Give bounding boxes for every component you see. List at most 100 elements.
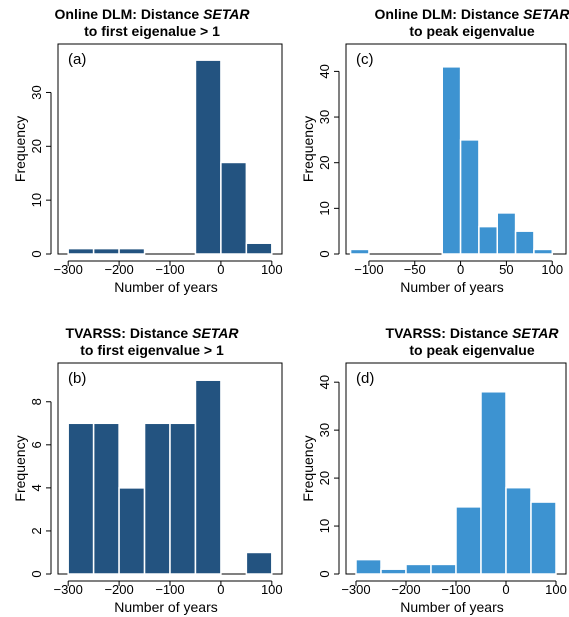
histogram-bar — [194, 59, 222, 255]
x-axis-label: Number of years — [114, 279, 217, 295]
histogram-bar — [245, 551, 273, 575]
x-tick-label: −300 — [341, 582, 370, 597]
x-tick-label: 0 — [457, 262, 464, 277]
chart-title-line2: to peak eigenvalue — [409, 342, 534, 358]
histogram-bar — [380, 568, 407, 575]
panel-letter: (b) — [68, 370, 86, 387]
x-tick-label: 100 — [261, 582, 283, 597]
y-tick-label: 20 — [317, 471, 332, 485]
y-tick-label: 20 — [29, 139, 44, 153]
histogram-bar — [355, 558, 382, 575]
histogram-bar — [349, 248, 370, 255]
y-tick-label: 40 — [317, 64, 332, 78]
y-axis-label: Frequency — [12, 116, 28, 182]
y-tick-label: 10 — [317, 519, 332, 533]
x-tick-label: −100 — [441, 582, 470, 597]
histogram-bar — [405, 563, 432, 575]
chart-title-text: TVARSS: Distance — [66, 325, 193, 341]
histogram-bar — [430, 563, 457, 575]
x-tick-label: 100 — [545, 582, 567, 597]
chart-title-line1: TVARSS: Distance SETAR — [66, 325, 240, 341]
y-tick-label: 0 — [317, 570, 332, 577]
histogram-bar — [480, 391, 507, 575]
plot-frame — [57, 43, 283, 255]
chart-title-text: Online DLM: Distance — [375, 6, 524, 22]
y-axis-label: Frequency — [300, 116, 316, 182]
histogram-bar — [118, 487, 146, 575]
y-tick-label: 0 — [317, 250, 332, 257]
x-tick-label: 100 — [261, 262, 283, 277]
histogram-bar — [92, 247, 120, 255]
x-tick-label: −100 — [155, 582, 184, 597]
chart-title-emphasis: SETAR — [523, 6, 569, 22]
x-tick-label: −100 — [354, 262, 383, 277]
chart-title-text: Online DLM: Distance — [55, 6, 204, 22]
histogram-bar — [169, 422, 197, 575]
histogram-bar — [455, 506, 482, 575]
y-tick-label: 40 — [317, 375, 332, 389]
histogram-bar — [143, 422, 171, 575]
x-tick-label: −200 — [104, 262, 133, 277]
x-tick-label: 0 — [217, 262, 224, 277]
x-tick-label: 50 — [499, 262, 513, 277]
y-tick-label: 0 — [29, 570, 44, 577]
x-tick-label: −200 — [104, 582, 133, 597]
panel-letter: (a) — [68, 51, 86, 68]
chart-title-text: TVARSS: Distance — [386, 325, 513, 341]
histogram-bar — [533, 248, 554, 255]
x-axis-label: Number of years — [400, 599, 503, 615]
histogram-bar — [505, 486, 532, 575]
histogram-bar — [514, 230, 535, 255]
y-tick-label: 2 — [29, 527, 44, 534]
histogram-bar — [459, 139, 480, 255]
histogram-bar — [530, 501, 557, 575]
histogram-bar — [92, 422, 120, 575]
x-tick-label: −50 — [404, 262, 426, 277]
chart-title-line1: Online DLM: Distance SETAR — [375, 6, 569, 22]
x-axis-label: Number of years — [114, 599, 217, 615]
y-tick-label: 4 — [29, 484, 44, 491]
histogram-bar — [118, 247, 146, 255]
histogram-bar — [478, 225, 498, 255]
panel-letter: (d) — [356, 370, 374, 387]
chart-title-line2: to first eigenvalue > 1 — [80, 342, 224, 358]
x-tick-label: −300 — [54, 262, 83, 277]
histogram-bar — [441, 66, 462, 255]
panel-letter: (c) — [356, 51, 374, 68]
histogram-bar — [496, 212, 517, 255]
y-tick-label: 30 — [317, 423, 332, 437]
x-tick-label: −100 — [155, 262, 184, 277]
y-tick-label: 6 — [29, 441, 44, 448]
x-tick-label: 0 — [217, 582, 224, 597]
chart-title-line2: to first eigenalue > 1 — [84, 23, 220, 39]
histogram-bar — [245, 242, 273, 255]
x-tick-label: −300 — [54, 582, 83, 597]
chart-title-emphasis: SETAR — [192, 325, 239, 341]
y-tick-label: 8 — [29, 398, 44, 405]
y-tick-label: 20 — [317, 155, 332, 169]
chart-title-line1: Online DLM: Distance SETAR — [55, 6, 251, 22]
x-axis-label: Number of years — [400, 279, 503, 295]
y-tick-label: 10 — [29, 193, 44, 207]
chart-title-emphasis: SETAR — [203, 6, 250, 22]
y-tick-label: 30 — [29, 85, 44, 99]
chart-title-emphasis: SETAR — [512, 325, 559, 341]
y-tick-label: 10 — [317, 201, 332, 215]
y-axis-label: Frequency — [12, 435, 28, 501]
chart-title-line1: TVARSS: Distance SETAR — [386, 325, 560, 341]
y-tick-label: 0 — [29, 250, 44, 257]
y-axis-label: Frequency — [300, 435, 316, 501]
x-tick-label: 0 — [502, 582, 509, 597]
histogram-bar — [220, 161, 248, 255]
histogram-bar — [67, 422, 95, 575]
histogram-bar — [194, 379, 222, 575]
x-tick-label: −200 — [391, 582, 420, 597]
x-tick-label: 100 — [541, 262, 563, 277]
chart-title-line2: to peak eigenvalue — [409, 23, 534, 39]
histogram-bar — [67, 247, 95, 255]
